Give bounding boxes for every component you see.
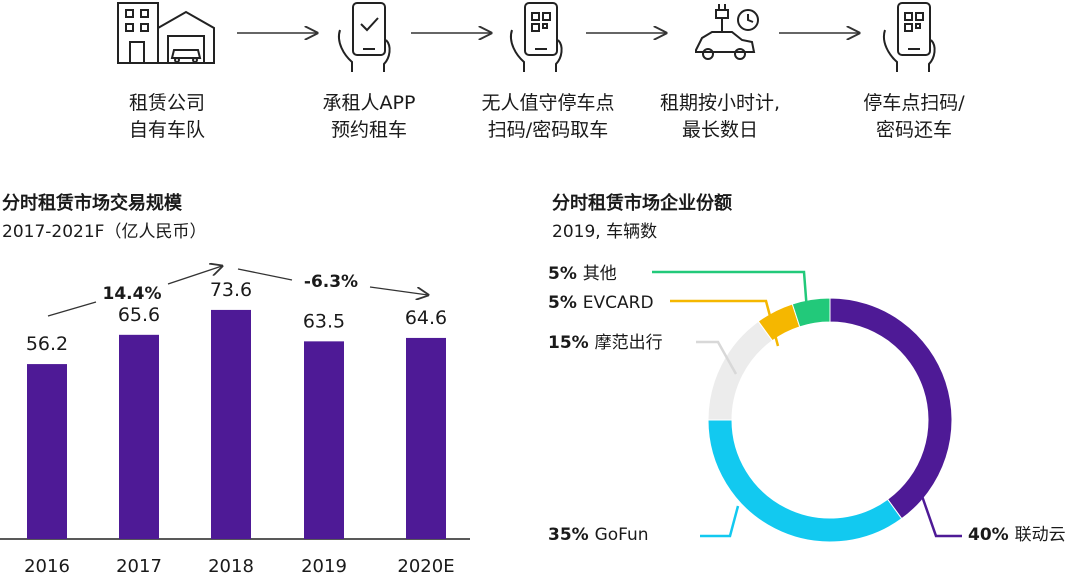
bar-chart: 56.2 2016 65.6 2017 73.6 2018 63.5 2019 64.6 2020… [0, 250, 470, 577]
category-label-2018: 2018 [208, 556, 254, 577]
value-label-2020E: 64.6 [405, 307, 447, 329]
phone-check-icon [338, 2, 391, 72]
slice-pct-4: 5% [548, 264, 583, 284]
donut-slice-2 [707, 320, 774, 421]
growth-line-2a [237, 268, 293, 281]
donut-slice-0 [829, 297, 953, 520]
step-label-2: 承租人APP 预约租车 [322, 92, 416, 141]
step-label-5: 停车点扫码/密码还车 [863, 92, 965, 141]
process-flow: 租赁公司 自有车队 承租人APP 预约租车 无人值守停车点 扫码/密码取车 租期按小时… [0, 0, 1080, 150]
leader-line-4 [652, 270, 810, 325]
bar-2019 [304, 341, 344, 539]
slice-pct-3: 5% [548, 293, 583, 313]
slice-label-3: 5% EVCARD [548, 293, 654, 313]
bar-2017 [119, 334, 159, 539]
value-label-2018: 73.6 [210, 279, 252, 301]
value-label-2016: 56.2 [26, 333, 68, 355]
leader-line-3 [670, 299, 780, 347]
value-label-2017: 65.6 [118, 304, 160, 326]
slice-name-3: EVCARD [583, 293, 654, 313]
growth-arrow-2 [369, 286, 428, 295]
step-label-4: 租期按小时计, 最长数日 [659, 92, 781, 141]
bar-2016 [27, 364, 67, 539]
donut-slice-4 [791, 297, 831, 328]
slice-label-4: 5% 其他 [548, 264, 617, 284]
bar-2020E [406, 337, 446, 539]
car-charging-clock-icon [695, 4, 759, 60]
growth-arrow-1 [167, 266, 222, 285]
phone-qr-icon [510, 2, 563, 72]
slice-name-1: GoFun [595, 525, 649, 545]
slice-label-2: 15% 摩范出行 [548, 333, 663, 353]
donut-chart-subtitle: 2019, 车辆数 [552, 222, 658, 242]
slice-pct-1: 35% [548, 525, 595, 545]
slice-name-2: 摩范出行 [595, 333, 663, 353]
bar-2018 [211, 309, 251, 539]
slice-label-1: 35% GoFun [548, 525, 649, 545]
leader-line-1 [700, 505, 740, 538]
flow-icons [117, 2, 936, 72]
bar-chart-subtitle: 2017-2021F（亿人民币） [2, 222, 207, 242]
phone-qr-return-icon [883, 2, 936, 72]
category-label-2019: 2019 [301, 556, 347, 577]
slice-pct-2: 15% [548, 333, 595, 353]
donut-chart-title: 分时租赁市场企业份额 [552, 193, 732, 214]
value-label-2019: 63.5 [303, 310, 345, 332]
bar-chart-title: 分时租赁市场交易规模 [2, 193, 182, 214]
growth-label-1: 14.4% [103, 284, 162, 304]
slice-name-4: 其他 [583, 264, 617, 284]
slice-name-0: 联动云 [1015, 525, 1066, 545]
donut-slice-1 [707, 419, 903, 543]
garage-icon [117, 2, 215, 64]
slice-label-0: 40% 联动云 [968, 525, 1066, 545]
growth-line-1a [47, 301, 97, 317]
category-label-2017: 2017 [116, 556, 162, 577]
category-label-2020E: 2020E [397, 556, 454, 577]
slice-pct-0: 40% [968, 525, 1015, 545]
leader-line-0 [920, 495, 962, 538]
step-label-1: 租赁公司 自有车队 [128, 92, 205, 141]
leader-line-2 [696, 340, 738, 375]
category-label-2016: 2016 [24, 556, 70, 577]
step-label-3: 无人值守停车点 扫码/密码取车 [481, 92, 615, 141]
growth-label-2: -6.3% [304, 272, 358, 292]
